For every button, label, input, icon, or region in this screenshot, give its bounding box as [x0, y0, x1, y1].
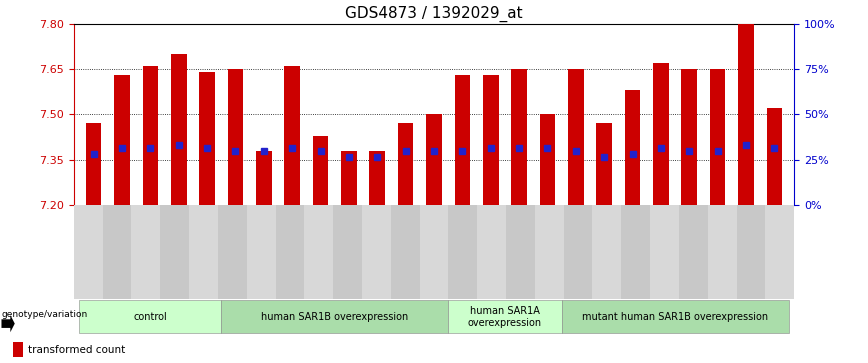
- Bar: [535, 205, 563, 299]
- Bar: [766, 205, 794, 299]
- Text: human SAR1A
overexpression: human SAR1A overexpression: [468, 306, 542, 327]
- FancyBboxPatch shape: [448, 300, 562, 333]
- Bar: [593, 205, 621, 299]
- Bar: [13, 342, 23, 357]
- Bar: [506, 205, 535, 299]
- Bar: [625, 90, 641, 205]
- Bar: [200, 72, 215, 205]
- Title: GDS4873 / 1392029_at: GDS4873 / 1392029_at: [345, 6, 523, 22]
- FancyBboxPatch shape: [221, 300, 448, 333]
- Bar: [256, 151, 272, 205]
- Bar: [370, 151, 385, 205]
- Bar: [102, 205, 131, 299]
- Bar: [710, 69, 726, 205]
- Text: human SAR1B overexpression: human SAR1B overexpression: [261, 312, 408, 322]
- Bar: [737, 205, 766, 299]
- Bar: [275, 205, 305, 299]
- Bar: [142, 66, 158, 205]
- Bar: [449, 205, 477, 299]
- Bar: [621, 205, 650, 299]
- Bar: [247, 205, 275, 299]
- Bar: [426, 114, 442, 205]
- Bar: [563, 205, 593, 299]
- Bar: [161, 205, 189, 299]
- Bar: [419, 205, 449, 299]
- Bar: [362, 205, 391, 299]
- Bar: [511, 69, 527, 205]
- Bar: [568, 69, 583, 205]
- Bar: [218, 205, 247, 299]
- Bar: [74, 205, 102, 299]
- Bar: [171, 54, 187, 205]
- Bar: [738, 24, 753, 205]
- Text: mutant human SAR1B overexpression: mutant human SAR1B overexpression: [582, 312, 768, 322]
- Text: control: control: [134, 312, 168, 322]
- Text: transformed count: transformed count: [28, 345, 126, 355]
- Bar: [679, 205, 707, 299]
- Bar: [115, 75, 130, 205]
- Bar: [455, 75, 470, 205]
- Bar: [189, 205, 218, 299]
- Bar: [285, 66, 300, 205]
- Bar: [341, 151, 357, 205]
- Bar: [312, 135, 328, 205]
- Bar: [681, 69, 697, 205]
- Bar: [483, 75, 498, 205]
- Bar: [650, 205, 679, 299]
- Bar: [333, 205, 362, 299]
- Text: genotype/variation: genotype/variation: [2, 310, 88, 319]
- Bar: [540, 114, 556, 205]
- Bar: [477, 205, 506, 299]
- FancyArrow shape: [2, 315, 15, 332]
- FancyBboxPatch shape: [80, 300, 221, 333]
- Bar: [227, 69, 243, 205]
- Bar: [653, 63, 668, 205]
- Bar: [131, 205, 161, 299]
- Bar: [596, 123, 612, 205]
- FancyBboxPatch shape: [562, 300, 788, 333]
- Bar: [398, 123, 413, 205]
- Bar: [707, 205, 737, 299]
- Bar: [305, 205, 333, 299]
- Bar: [86, 123, 102, 205]
- Bar: [391, 205, 419, 299]
- Bar: [766, 108, 782, 205]
